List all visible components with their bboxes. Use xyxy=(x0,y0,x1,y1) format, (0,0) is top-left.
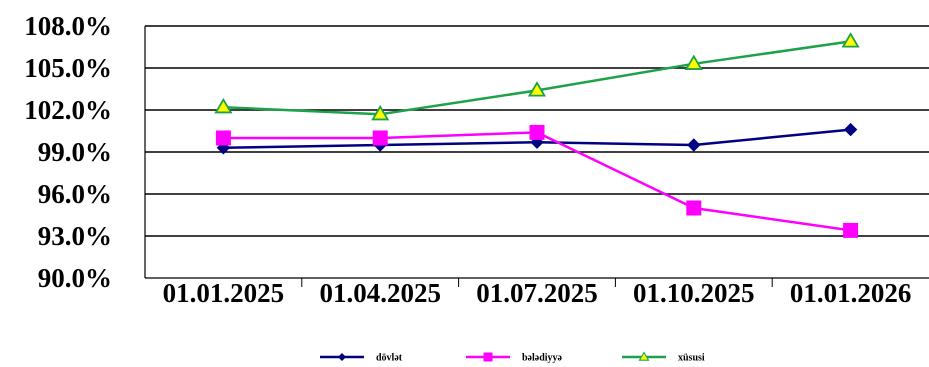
x-tick-label: 01.10.2025 xyxy=(633,278,755,308)
x-tick-label: 01.04.2025 xyxy=(319,278,441,308)
legend-item: xüsusi xyxy=(622,351,705,364)
data-point xyxy=(843,222,859,238)
x-tick-label: 01.01.2025 xyxy=(163,278,285,308)
x-tick-label: 01.07.2025 xyxy=(476,278,598,308)
legend-label: dövlət xyxy=(376,353,403,364)
legend-label: bələdiyyə xyxy=(522,353,563,364)
series-3 xyxy=(214,32,860,121)
data-point xyxy=(843,122,858,137)
series-2 xyxy=(215,124,859,238)
legend-item: bələdiyyə xyxy=(466,353,563,364)
series-layer xyxy=(214,32,860,238)
legend: dövlət bələdiyyə xüsusi xyxy=(320,351,705,364)
data-point xyxy=(841,32,860,48)
legend-label: xüsusi xyxy=(678,353,705,364)
y-tick-label: 90.0% xyxy=(38,263,112,293)
y-axis-ticks: 90.0% 93.0% 96.0% 99.0% 102.0% 105.0% 108.0% xyxy=(24,11,112,293)
data-point xyxy=(214,97,233,114)
y-tick-label: 108.0% xyxy=(24,11,112,41)
y-tick-label: 96.0% xyxy=(38,179,112,209)
data-point xyxy=(529,124,545,140)
x-tick-label: 01.01.2026 xyxy=(790,278,912,308)
data-point xyxy=(527,81,547,97)
y-tick-label: 102.0% xyxy=(24,95,112,125)
data-point xyxy=(372,130,388,146)
series-line xyxy=(223,40,851,116)
data-point xyxy=(684,54,703,70)
data-point xyxy=(371,104,390,121)
y-tick-label: 105.0% xyxy=(24,53,112,83)
legend-marker xyxy=(337,352,347,362)
data-point xyxy=(686,200,702,216)
legend-marker xyxy=(483,352,493,362)
x-axis-ticks: 01.01.2025 01.04.2025 01.07.2025 01.10.2025… xyxy=(163,278,912,308)
axes xyxy=(144,26,929,287)
legend-marker xyxy=(638,351,650,361)
y-tick-label: 99.0% xyxy=(38,137,112,167)
y-tick-label: 93.0% xyxy=(38,221,112,251)
data-point xyxy=(215,130,231,146)
legend-item: dövlət xyxy=(320,353,403,364)
data-point xyxy=(687,138,701,152)
